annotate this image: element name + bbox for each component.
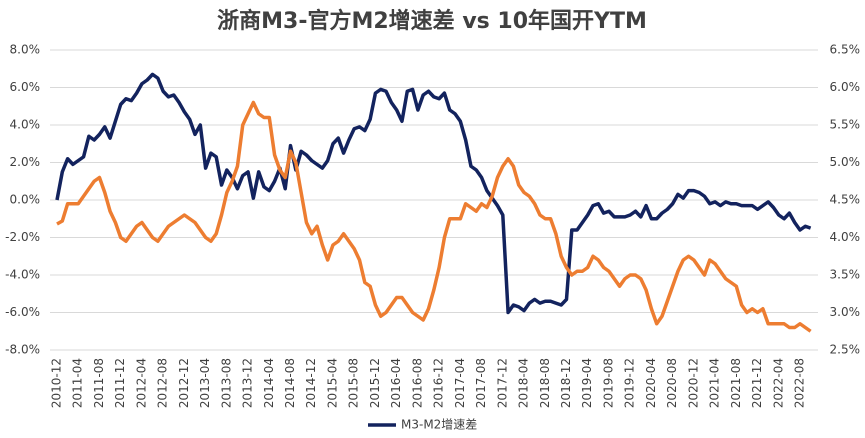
x-tick-label: 2017-08 <box>474 358 488 408</box>
x-tick-label: 2021-12 <box>750 358 764 408</box>
x-tick-label: 2019-12 <box>623 358 637 408</box>
y-tick-label: 2.0% <box>10 155 41 169</box>
x-tick-label: 2014-08 <box>283 358 297 408</box>
x-tick-label: 2013-08 <box>219 358 233 408</box>
y2-tick-label: 4.0% <box>830 230 861 244</box>
x-tick-label: 2013-12 <box>241 358 255 408</box>
y2-tick-label: 4.5% <box>830 193 861 207</box>
y-tick-label: -6.0% <box>5 305 40 319</box>
legend-label: M3-M2增速差 <box>401 418 477 432</box>
x-tick-label: 2011-08 <box>92 358 106 408</box>
x-tick-label: 2016-12 <box>432 358 446 408</box>
y2-tick-label: 5.0% <box>830 155 861 169</box>
x-tick-label: 2011-04 <box>71 358 85 408</box>
x-tick-label: 2018-04 <box>517 358 531 408</box>
y-tick-label: 4.0% <box>10 118 41 132</box>
y2-tick-label: 3.5% <box>830 268 861 282</box>
x-tick-label: 2020-12 <box>686 358 700 408</box>
x-tick-label: 2012-04 <box>134 358 148 408</box>
x-tick-label: 2015-12 <box>368 358 382 408</box>
x-tick-label: 2010-12 <box>50 358 64 408</box>
x-tick-label: 2015-08 <box>347 358 361 408</box>
x-tick-label: 2017-12 <box>495 358 509 408</box>
x-tick-label: 2013-04 <box>198 358 212 408</box>
y2-tick-label: 5.5% <box>830 118 861 132</box>
x-tick-label: 2012-12 <box>177 358 191 408</box>
y-tick-label: 6.0% <box>10 80 41 94</box>
x-tick-label: 2019-08 <box>601 358 615 408</box>
x-tick-label: 2022-04 <box>771 358 785 408</box>
chart-title: 浙商M3-官方M2增速差 vs 10年国开YTM <box>217 8 647 34</box>
series-line <box>55 72 812 315</box>
x-tick-label: 2014-04 <box>262 358 276 408</box>
y-tick-label: 8.0% <box>10 43 41 57</box>
x-tick-label: 2017-04 <box>453 358 467 408</box>
y-tick-label: -2.0% <box>5 230 40 244</box>
x-tick-label: 2016-08 <box>410 358 424 408</box>
x-tick-label: 2012-08 <box>156 358 170 408</box>
y2-tick-label: 2.5% <box>830 343 861 357</box>
y2-tick-label: 6.5% <box>830 43 861 57</box>
series-line <box>56 100 812 333</box>
x-tick-label: 2022-08 <box>793 358 807 408</box>
x-tick-label: 2016-04 <box>389 358 403 408</box>
x-tick-label: 2015-04 <box>325 358 339 408</box>
x-tick-label: 2014-12 <box>304 358 318 408</box>
x-tick-label: 2011-12 <box>113 358 127 408</box>
x-tick-label: 2019-04 <box>580 358 594 408</box>
x-tick-label: 2018-08 <box>538 358 552 408</box>
x-tick-label: 2021-08 <box>729 358 743 408</box>
x-tick-label: 2018-12 <box>559 358 573 408</box>
y-tick-label: -4.0% <box>5 268 40 282</box>
y-tick-label: -8.0% <box>5 343 40 357</box>
x-tick-label: 2020-04 <box>644 358 658 408</box>
y2-tick-label: 6.0% <box>830 80 861 94</box>
y2-tick-label: 3.0% <box>830 305 861 319</box>
x-tick-label: 2020-08 <box>665 358 679 408</box>
y-tick-label: 0.0% <box>10 193 41 207</box>
x-tick-label: 2021-04 <box>708 358 722 408</box>
